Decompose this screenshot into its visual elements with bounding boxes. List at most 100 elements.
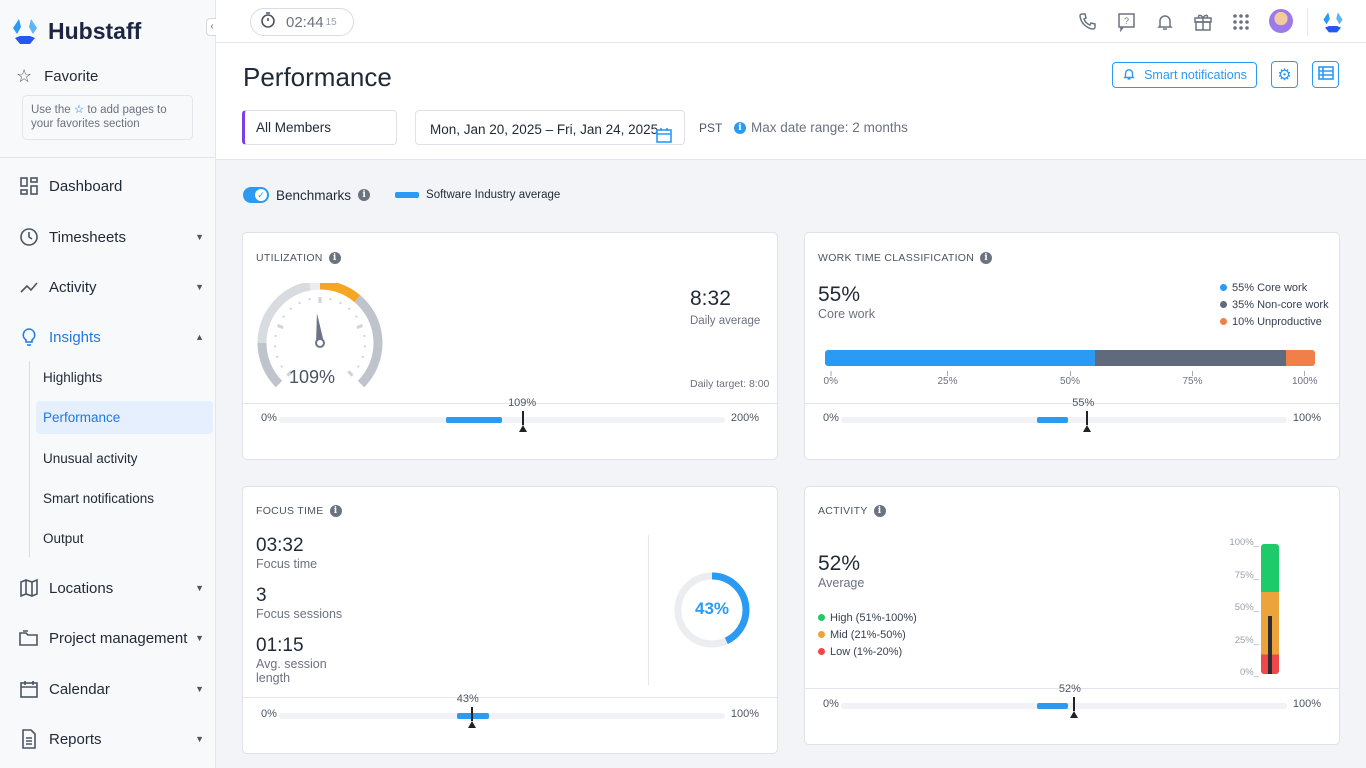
folder-icon [18, 627, 40, 649]
chevron-down-icon: ▼ [195, 633, 204, 643]
marker-label: 43% [456, 693, 479, 705]
help-icon[interactable]: ? [1117, 12, 1137, 33]
favorites-hint: Use the ☆ to add pages to your favorites… [22, 95, 193, 140]
industry-average-segment [457, 713, 489, 719]
settings-button[interactable]: ⚙ [1271, 61, 1298, 88]
stopwatch-icon [260, 12, 276, 32]
activity-level-marker [1268, 615, 1272, 674]
scale-track [279, 411, 725, 432]
card-title: FOCUS TIME i [256, 505, 342, 517]
gauge-tick [286, 370, 293, 377]
gauge-arc-value [319, 283, 361, 303]
info-icon[interactable]: i [329, 505, 342, 517]
members-select[interactable]: All Members [242, 110, 397, 145]
axis-tick: 25%_ [1234, 634, 1259, 646]
date-range-picker[interactable]: Mon, Jan 20, 2025 – Fri, Jan 24, 2025 [415, 110, 685, 145]
sidebar-item-dashboard[interactable]: Dashboard [18, 171, 204, 201]
sidebar-item-timesheets[interactable]: Timesheets ▼ [18, 222, 204, 252]
info-icon[interactable]: i [873, 505, 886, 517]
value-marker [1072, 697, 1075, 711]
utilization-value: 109% [289, 367, 336, 387]
sidebar-sub-performance[interactable]: Performance [36, 401, 213, 434]
value-marker [522, 411, 525, 425]
sidebar-sub-smart-notifications[interactable]: Smart notifications [43, 491, 155, 506]
legend-core-work: 55% Core work [1220, 279, 1329, 296]
bell-icon[interactable] [1155, 12, 1175, 32]
gauge-tick [361, 355, 365, 359]
sidebar-item-activity[interactable]: Activity ▼ [18, 272, 204, 302]
star-icon: ☆ [73, 104, 85, 116]
benchmarks-toggle[interactable] [243, 187, 269, 203]
core-work-value: 55% [818, 283, 861, 306]
chevron-down-icon: ▼ [195, 684, 204, 694]
benchmarks-row: Benchmarks i Software Industry average [243, 187, 560, 203]
sidebar-item-project-management[interactable]: Project management ▼ [18, 623, 204, 653]
activity-value: 52% [818, 552, 861, 575]
sidebar-sub-highlights[interactable]: Highlights [43, 370, 103, 385]
marker-label: 109% [508, 397, 537, 409]
focus-donut-value: 43% [694, 599, 730, 618]
timezone-label: PST [699, 121, 723, 135]
scale-track [279, 707, 725, 728]
value-marker [1086, 411, 1089, 425]
calendar-icon[interactable] [656, 120, 672, 157]
scale-min: 0% [823, 698, 839, 710]
map-icon [18, 577, 40, 599]
submenu-line [29, 361, 30, 557]
sidebar-item-reports[interactable]: Reports ▼ [18, 724, 204, 754]
info-icon[interactable]: i [328, 252, 341, 264]
hubstaff-logo[interactable]: Hubstaff [10, 16, 141, 46]
hubstaff-apps-icon[interactable] [1321, 10, 1345, 39]
sidebar-sub-unusual-activity[interactable]: Unusual activity [43, 451, 138, 466]
max-date-range-note: i Max date range: 2 months [734, 120, 908, 135]
sidebar-sub-output[interactable]: Output [43, 531, 84, 546]
smart-notifications-button[interactable]: Smart notifications [1112, 62, 1257, 88]
gauge-tick [347, 307, 351, 311]
donut-value-arc [674, 572, 750, 648]
value-marker-arrow [467, 721, 476, 728]
avatar[interactable] [1269, 9, 1293, 33]
axis-tick: 75%_ [1234, 569, 1259, 581]
info-icon[interactable]: i [980, 252, 993, 264]
gauge-arc-low [257, 342, 283, 388]
stack-segment-1 [1094, 350, 1286, 366]
marker-label: 55% [1072, 397, 1095, 409]
legend-high: High (51%-100%) [818, 609, 917, 626]
apps-grid-icon[interactable] [1231, 12, 1251, 32]
value-marker-arrow [1083, 425, 1092, 432]
axis-tick: 0%_ [1239, 667, 1259, 678]
scale-track [841, 697, 1287, 718]
marker-label: 52% [1058, 683, 1081, 695]
gauge-arc-high [354, 295, 383, 388]
gauge-tick [280, 365, 284, 368]
svg-text:?: ? [1124, 16, 1129, 26]
divider [0, 157, 216, 158]
scale-min: 0% [261, 412, 277, 424]
industry-average-segment [446, 417, 502, 423]
axis-tick: 50%_ [1234, 602, 1259, 613]
timer[interactable]: 02:44 15 [250, 8, 354, 36]
gear-icon: ⚙ [1277, 66, 1292, 84]
dashboard-icon [18, 175, 40, 197]
gauge-tick [275, 355, 279, 359]
gift-icon[interactable] [1193, 12, 1213, 32]
focus-stat-time: 03:32 Focus time [256, 535, 318, 571]
axis-tick: 100%_ [1229, 537, 1259, 548]
info-icon[interactable]: i [358, 189, 371, 201]
gauge-tick [339, 301, 342, 305]
star-icon: ☆ [16, 66, 33, 86]
scale-max: 100% [730, 708, 759, 720]
chevron-down-icon: ▼ [195, 583, 204, 593]
phone-icon[interactable] [1078, 12, 1098, 32]
activity-level-bar: 100%_ 75%_ 50%_ 25%_ 0%_ [1229, 534, 1299, 678]
table-view-button[interactable] [1312, 61, 1339, 88]
sidebar-item-calendar[interactable]: Calendar ▼ [18, 674, 204, 704]
focus-stat-avg-session: 01:15 Avg. session length [256, 635, 327, 685]
sidebar-item-insights[interactable]: Insights ▲ [18, 322, 204, 352]
gauge-arc [257, 283, 311, 344]
favorite-section[interactable]: ☆ Favorite [16, 66, 98, 87]
gauge-needle-hub [315, 338, 325, 348]
gauge-tick [298, 301, 301, 305]
sidebar-item-locations[interactable]: Locations ▼ [18, 573, 204, 603]
work-time-axis: 0% 25% 50% 75% 100% [824, 371, 1318, 391]
